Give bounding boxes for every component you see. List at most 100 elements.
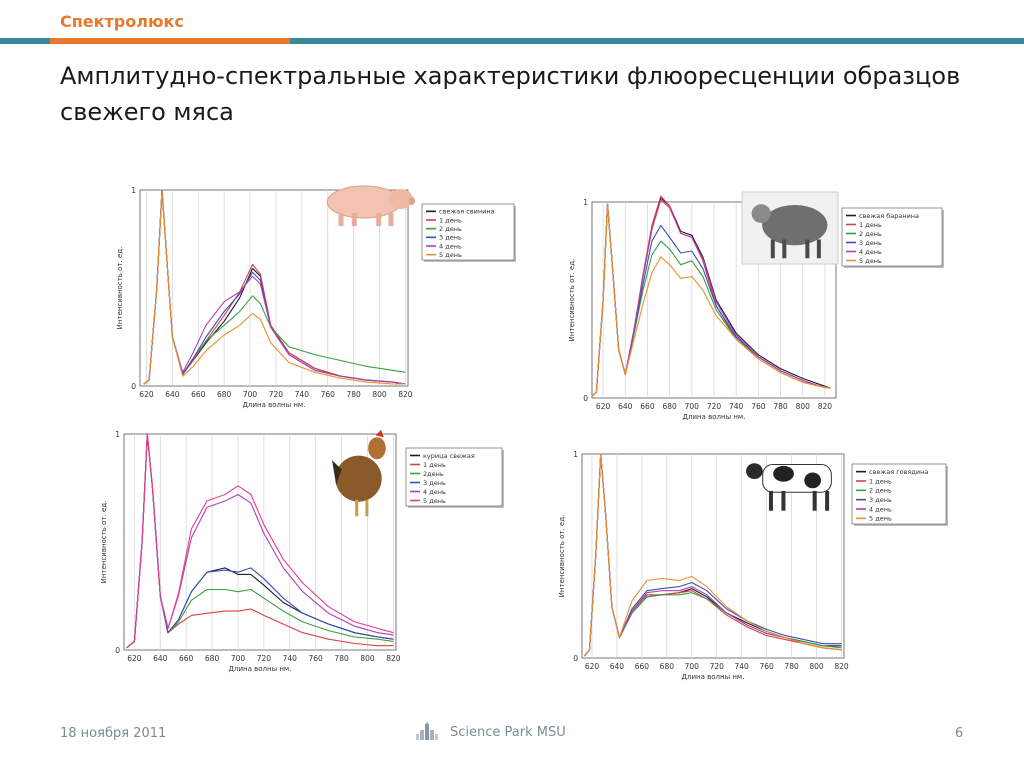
cow-spot: [804, 472, 821, 489]
y-tick-label: 0: [131, 382, 136, 391]
legend-label: курица свежая: [423, 452, 475, 460]
x-tick-label: 640: [618, 402, 633, 411]
x-tick-label: 680: [205, 654, 220, 663]
x-tick-label: 740: [283, 654, 298, 663]
x-tick-label: 640: [165, 390, 180, 399]
legend-label: свежая свинина: [439, 208, 495, 216]
header-rule: [0, 38, 1024, 44]
series-line: [126, 433, 394, 649]
pig-leg: [388, 213, 394, 226]
x-tick-label: 660: [640, 402, 655, 411]
legend-label: 2 день: [869, 487, 892, 495]
legend-label: 1 день: [439, 216, 462, 224]
legend-label: 3 день: [869, 496, 892, 504]
y-tick-label: 1: [573, 450, 578, 459]
legend-label: 3 день: [423, 479, 446, 487]
y-axis-label: Интенсивность от. ед.: [100, 501, 108, 584]
pig-leg: [338, 213, 344, 226]
y-axis-label: Интенсивность от. ед.: [568, 259, 576, 342]
y-tick-label: 0: [115, 646, 120, 655]
y-tick-label: 1: [131, 186, 136, 195]
x-tick-label: 740: [735, 662, 750, 671]
x-tick-label: 620: [596, 402, 611, 411]
x-tick-label: 800: [796, 402, 811, 411]
cow-icon: [746, 463, 832, 511]
sheep-leg: [805, 239, 810, 259]
chicken-comb: [375, 429, 384, 438]
chart-pork: 620 640 660 680 700 720 740 760 780 800 820 0 1 Длина…: [116, 185, 516, 409]
series-line: [584, 453, 842, 657]
cow-leg: [825, 490, 830, 511]
x-tick-label: 820: [398, 390, 413, 399]
y-tick-label: 1: [115, 430, 120, 439]
chart-chicken: 620 640 660 680 700 720 740 760 780 800 820 0 1 Длина…: [100, 429, 504, 673]
chart-beef: 620 640 660 680 700 720 740 760 780 800 820 0 1 Длина…: [558, 450, 948, 681]
sheep-leg: [782, 239, 787, 259]
legend-label: 3 день: [439, 234, 462, 242]
x-tick-label: 760: [309, 654, 324, 663]
x-tick-label: 820: [834, 662, 849, 671]
x-tick-label: 780: [346, 390, 361, 399]
x-tick-label: 640: [610, 662, 625, 671]
x-tick-label: 680: [217, 390, 232, 399]
cow-spot: [773, 465, 794, 482]
x-tick-label: 660: [179, 654, 194, 663]
x-tick-label: 800: [809, 662, 824, 671]
legend-label: 5 день: [423, 497, 446, 505]
x-tick-label: 660: [191, 390, 206, 399]
x-tick-label: 800: [360, 654, 375, 663]
legend-label: 1 день: [859, 221, 882, 229]
footer-org-name: Science Park MSU: [450, 724, 566, 740]
legend-label: свежая баранина: [859, 212, 919, 220]
x-tick-label: 620: [127, 654, 142, 663]
legend-label: 2 день: [859, 230, 882, 238]
sheep-body: [762, 204, 828, 246]
legend-box: [405, 447, 503, 507]
x-tick-label: 620: [139, 390, 154, 399]
x-tick-label: 720: [707, 402, 722, 411]
x-tick-label: 720: [257, 654, 272, 663]
x-tick-label: 760: [321, 390, 336, 399]
legend-label: 5 день: [869, 515, 892, 523]
legend-box: [841, 207, 943, 267]
cow-leg: [768, 490, 773, 511]
y-tick-label: 1: [583, 198, 588, 207]
x-axis-label: Длина волны нм.: [243, 401, 306, 409]
cow-leg: [781, 490, 786, 511]
legend-box: [851, 463, 947, 525]
brand-name: Спектролюкс: [60, 12, 184, 31]
legend-box: [421, 203, 515, 261]
x-tick-label: 700: [685, 662, 700, 671]
sheep-head: [751, 204, 771, 223]
msu-building-icon: [416, 722, 438, 740]
legend-label: 4 день: [859, 248, 882, 256]
pig-leg: [351, 213, 357, 226]
y-tick-label: 0: [573, 654, 578, 663]
x-tick-label: 780: [773, 402, 788, 411]
chicken-leg: [355, 499, 359, 517]
pig-leg: [376, 213, 382, 226]
pig-head: [388, 189, 413, 209]
legend-label: 5 день: [859, 257, 882, 265]
legend-label: 4 день: [439, 242, 462, 250]
x-tick-label: 780: [334, 654, 349, 663]
x-axis-label: Длина волны нм.: [683, 413, 746, 421]
sheep-leg: [770, 239, 775, 259]
x-tick-label: 740: [729, 402, 744, 411]
chicken-tail: [332, 460, 342, 486]
x-tick-label: 760: [759, 662, 774, 671]
sheep-leg: [816, 239, 821, 259]
cow-leg: [812, 490, 817, 511]
legend-label: 1 день: [423, 461, 446, 469]
x-tick-label: 660: [635, 662, 650, 671]
legend-label: 2день: [423, 470, 444, 478]
x-tick-label: 740: [295, 390, 310, 399]
cow-body: [762, 464, 832, 493]
pig-icon: [326, 185, 415, 226]
chicken-head: [368, 437, 386, 460]
plot-area: [139, 189, 409, 387]
x-axis-label: Длина волны нм.: [682, 673, 745, 681]
x-tick-label: 700: [231, 654, 246, 663]
x-tick-label: 680: [662, 402, 677, 411]
x-tick-label: 820: [818, 402, 833, 411]
